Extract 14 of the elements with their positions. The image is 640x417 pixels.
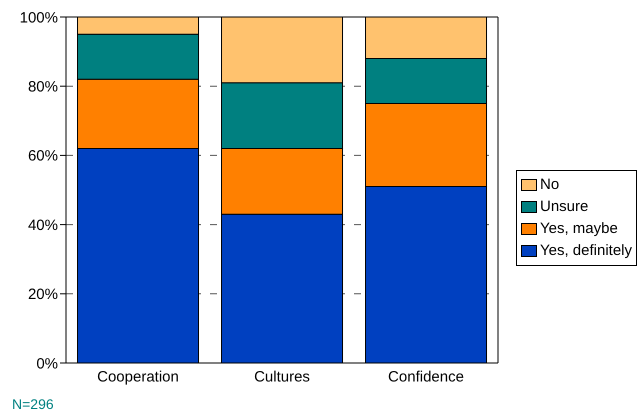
- x-tick-label: Cooperation: [97, 368, 179, 386]
- text: N=296: [12, 396, 54, 412]
- x-tick-label: Confidence: [388, 368, 464, 386]
- y-tick-label: 100%: [20, 9, 58, 26]
- y-tick-label: 20%: [28, 286, 58, 304]
- legend-label: Unsure: [540, 197, 588, 217]
- y-tick-label: 80%: [28, 78, 58, 96]
- legend-label: Yes, maybe: [540, 219, 618, 239]
- x-tick-label: Cultures: [254, 368, 310, 386]
- y-tick-label: 0%: [36, 355, 58, 372]
- legend-label: Yes, definitely: [540, 241, 632, 261]
- y-tick-label: 60%: [28, 148, 58, 165]
- y-tick-label: 40%: [28, 216, 58, 234]
- legend-label: No: [540, 175, 560, 195]
